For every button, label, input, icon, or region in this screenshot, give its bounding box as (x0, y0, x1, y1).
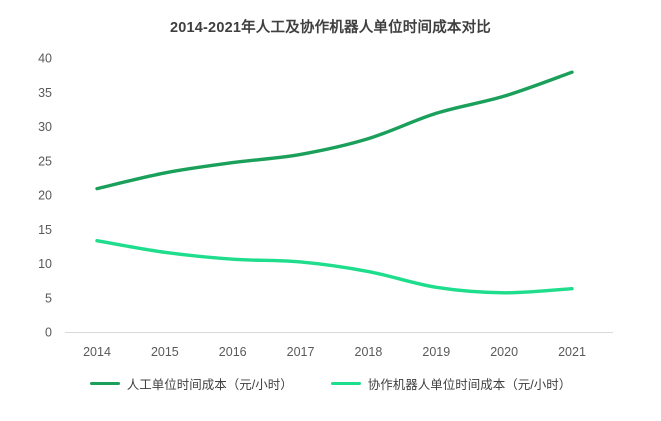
y-tick-label: 30 (38, 120, 52, 134)
y-tick-label: 35 (38, 86, 52, 100)
x-tick-label: 2017 (287, 345, 315, 359)
legend-line-swatch-cobot (330, 381, 361, 386)
legend-item-labor-cost: 人工单位时间成本（元/小时） (89, 374, 293, 393)
y-tick-label: 15 (38, 223, 52, 237)
y-tick-label: 5 (45, 291, 52, 305)
y-tick-label: 0 (45, 326, 52, 340)
x-tick-label: 2014 (83, 345, 111, 359)
legend-label-cobot: 协作机器人单位时间成本（元/小时） (367, 378, 572, 392)
x-tick-label: 2016 (219, 345, 247, 359)
legend: 人工单位时间成本（元/小时） 协作机器人单位时间成本（元/小时） (0, 374, 661, 393)
legend-line-swatch-labor (89, 381, 120, 386)
y-tick-label: 10 (38, 257, 52, 271)
x-tick-label: 2019 (422, 345, 450, 359)
x-tick-label: 2018 (355, 345, 383, 359)
series-line-1 (95, 239, 574, 295)
legend-item-cobot-cost: 协作机器人单位时间成本（元/小时） (330, 374, 572, 393)
y-tick-label: 25 (38, 154, 52, 168)
y-tick-label: 20 (38, 189, 52, 203)
legend-label-labor: 人工单位时间成本（元/小时） (126, 378, 293, 392)
series-line-0 (95, 70, 574, 191)
x-tick-label: 2021 (558, 345, 586, 359)
chart-title: 2014-2021年人工及协作机器人单位时间成本对比 (169, 20, 492, 36)
y-tick-label: 40 (38, 52, 52, 66)
x-tick-label: 2020 (490, 345, 518, 359)
x-tick-label: 2015 (151, 345, 179, 359)
